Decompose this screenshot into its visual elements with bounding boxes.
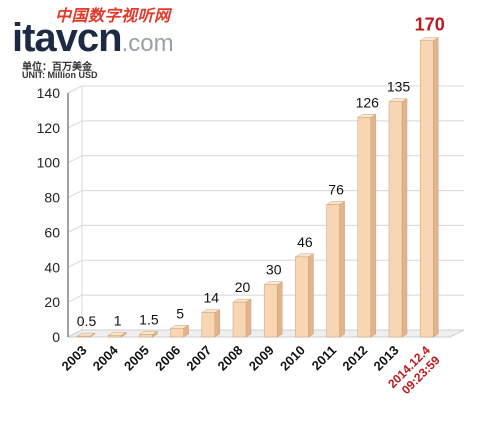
bar-face (139, 334, 153, 338)
x-tick-label: 2011 (309, 343, 340, 374)
data-label: 14 (204, 290, 220, 306)
data-label: 135 (387, 79, 411, 95)
x-tick-label: 2008 (215, 343, 246, 374)
x-tick-label-line: 2003 (59, 343, 90, 374)
bar (294, 253, 315, 338)
y-tick-label: 20 (44, 294, 60, 310)
data-label: 46 (297, 234, 313, 250)
bar-face (388, 101, 403, 338)
x-tick-label-line: 2012 (339, 343, 370, 374)
x-tick-label: 2003 (59, 343, 90, 374)
bar-side (401, 98, 408, 338)
brand-logo: itavcn.com (12, 18, 174, 58)
axis-layer: 0 20 40 60 80 100 120 140 0.5 2003 1 2004 1.5 2005 5 20… (37, 15, 445, 397)
bar-face (357, 117, 372, 338)
bar-side (308, 253, 314, 338)
bar-face (232, 301, 247, 338)
bar-face (295, 256, 309, 338)
bar (200, 309, 221, 338)
x-tick-label-line: 2008 (215, 343, 246, 374)
x-tick-label: 2010 (277, 343, 308, 374)
bar-face (326, 204, 340, 338)
bar-side (245, 298, 252, 338)
bar (419, 37, 440, 338)
y-tick-label: 140 (37, 85, 61, 101)
site-name-chinese: 中国数字视听网 (55, 6, 171, 25)
bar (138, 330, 159, 338)
data-label: 0.5 (77, 313, 97, 329)
x-tick-label-line: 2010 (277, 343, 308, 374)
x-tick-label: 2004 (90, 342, 122, 374)
bar-face (76, 335, 91, 338)
x-tick-label-line: 2011 (309, 343, 340, 374)
x-tick-label-line: 2005 (121, 343, 152, 374)
bar (232, 298, 252, 338)
bar (169, 324, 190, 338)
bar-side (339, 201, 345, 338)
y-tick-label: 40 (44, 259, 60, 275)
bar (263, 281, 284, 338)
x-tick-label-line: 2006 (152, 343, 183, 374)
data-label: 1 (114, 312, 122, 328)
data-label: 76 (328, 182, 344, 198)
bar (325, 201, 346, 338)
y-tick-label: 0 (52, 329, 60, 345)
brand-name: itavcn (12, 16, 123, 60)
x-tick-label: 2009 (246, 343, 277, 374)
data-label: 126 (356, 94, 380, 110)
x-tick-label-line: 2009 (246, 343, 277, 374)
data-label: 170 (415, 15, 445, 35)
bar-side (432, 37, 439, 338)
y-tick-label: 120 (37, 120, 61, 136)
x-tick-label: 2012 (339, 343, 370, 374)
data-label: 1.5 (139, 311, 159, 327)
y-tick-label: 60 (44, 224, 60, 240)
bar-layer (76, 37, 440, 338)
brand-domain: .com (121, 30, 174, 57)
bar-side (214, 309, 221, 338)
bar-face (201, 312, 216, 338)
unit-label-chinese: 单位：百万美金 (22, 62, 92, 73)
bar-face (263, 284, 278, 338)
bar-face (107, 335, 122, 338)
bar-side (370, 113, 377, 338)
data-label: 20 (235, 279, 251, 295)
bar (356, 113, 377, 338)
bar-face (170, 328, 184, 338)
data-label: 30 (266, 262, 282, 278)
x-tick-label: 2006 (152, 343, 183, 374)
data-label: 5 (176, 305, 184, 321)
y-tick-label: 80 (44, 190, 60, 206)
unit-label-english: UNIT: Million USD (22, 70, 98, 80)
y-tick-label: 100 (37, 155, 61, 171)
x-tick-label-line: 2004 (90, 342, 122, 374)
bar (76, 332, 96, 338)
bar-face (419, 40, 434, 338)
bar-side (276, 281, 283, 338)
x-tick-label: 2007 (183, 343, 214, 374)
x-tick-label-line: 2007 (183, 343, 214, 374)
bar (388, 98, 408, 338)
x-tick-label: 2005 (121, 343, 152, 374)
bar (107, 331, 128, 338)
